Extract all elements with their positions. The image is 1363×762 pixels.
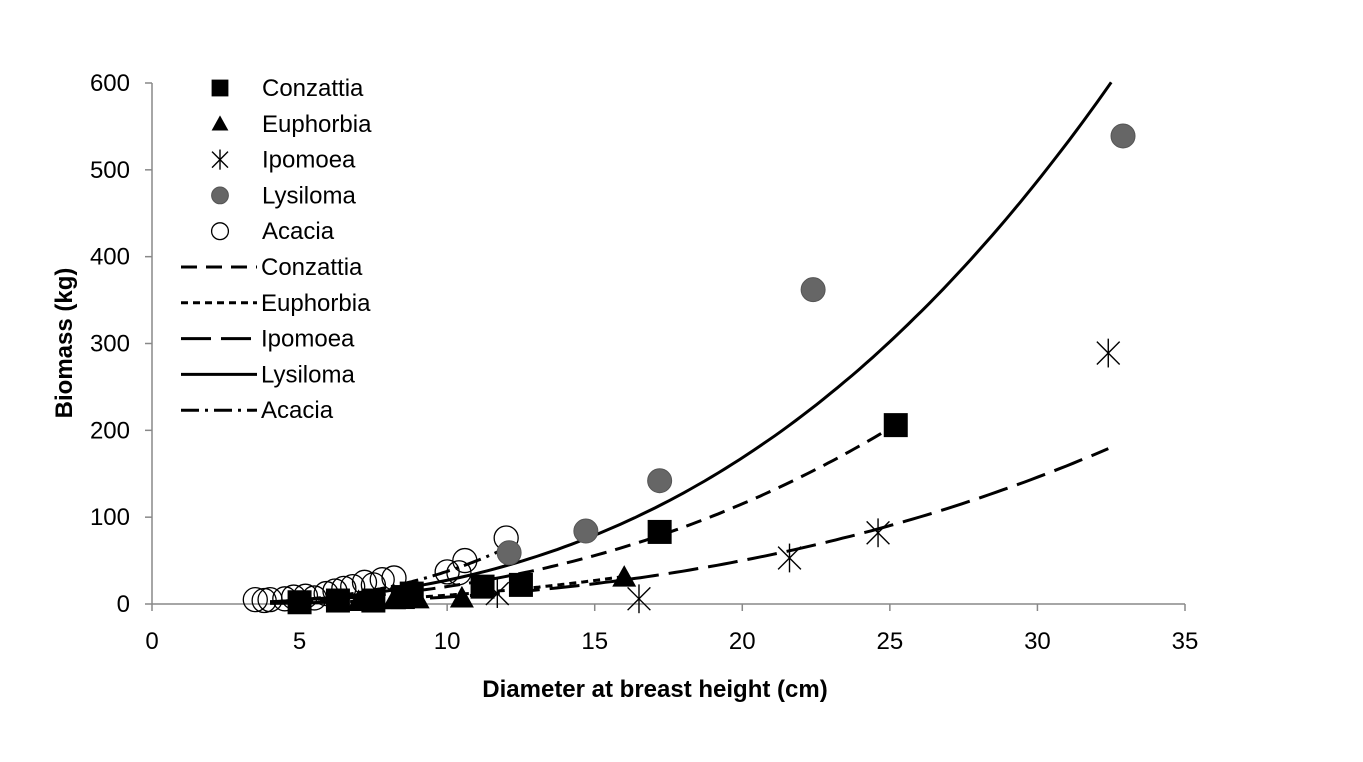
axes: 0 5 10 15 20 25 30 35 0 100 200 300 400 500 600 bbox=[90, 70, 1198, 655]
fit-line-conzattia bbox=[270, 423, 897, 604]
point-acacia bbox=[340, 573, 366, 600]
legend-label: Lysiloma bbox=[262, 182, 356, 209]
point-acacia bbox=[446, 560, 472, 586]
x-tick-label: 30 bbox=[1024, 628, 1051, 655]
point-ipomoea bbox=[627, 584, 651, 614]
x-tick-label: 15 bbox=[581, 628, 608, 655]
x-axis-title: Diameter at breast height (cm) bbox=[482, 676, 827, 703]
point-acacia bbox=[257, 587, 283, 613]
legend-label: Conzattia bbox=[261, 254, 363, 281]
y-tick-label: 200 bbox=[90, 417, 130, 444]
point-ipomoea bbox=[777, 543, 802, 573]
point-conzattia bbox=[361, 588, 386, 613]
legend-label: Ipomoea bbox=[262, 147, 356, 174]
legend-marker-euphorbia bbox=[211, 115, 229, 131]
point-lysiloma bbox=[573, 518, 599, 544]
point-conzattia bbox=[647, 519, 672, 544]
x-tick-label: 5 bbox=[293, 628, 306, 655]
x-tick-label: 25 bbox=[877, 628, 904, 655]
point-lysiloma bbox=[800, 277, 826, 303]
data-points bbox=[242, 123, 1136, 615]
point-conzattia bbox=[470, 574, 495, 599]
y-tick-label: 100 bbox=[90, 504, 130, 531]
point-lysiloma bbox=[1110, 123, 1136, 149]
legend-marker-acacia bbox=[210, 222, 230, 241]
point-conzattia bbox=[325, 588, 350, 613]
x-tick-label: 10 bbox=[434, 628, 461, 655]
legend-label: Euphorbia bbox=[261, 290, 371, 317]
point-euphorbia bbox=[449, 585, 474, 608]
legend-label: Conzattia bbox=[262, 75, 364, 102]
legend-label: Acacia bbox=[261, 397, 334, 424]
x-tick-label: 35 bbox=[1172, 628, 1199, 655]
legend-label: Lysiloma bbox=[261, 361, 355, 388]
point-euphorbia bbox=[612, 565, 637, 587]
x-tick-label: 0 bbox=[145, 628, 158, 655]
point-conzattia bbox=[287, 590, 312, 615]
point-acacia bbox=[452, 547, 478, 574]
y-tick-label: 400 bbox=[90, 244, 130, 271]
point-acacia bbox=[242, 587, 268, 613]
legend-label: Acacia bbox=[262, 218, 335, 245]
legend-marker-ipomoea bbox=[211, 149, 229, 170]
point-conzattia bbox=[508, 572, 533, 597]
point-ipomoea bbox=[866, 518, 890, 548]
y-tick-label: 300 bbox=[90, 331, 130, 358]
legend-marker-lysiloma bbox=[211, 186, 229, 205]
fit-lines bbox=[270, 81, 1113, 605]
point-conzattia bbox=[399, 581, 424, 606]
x-tick-label: 20 bbox=[729, 628, 756, 655]
point-ipomoea bbox=[1096, 338, 1121, 368]
legend-marker-conzattia bbox=[211, 79, 229, 97]
legend-label: Ipomoea bbox=[261, 326, 355, 353]
legend: Conzattia Euphorbia Ipomoea Lysiloma Acacia C… bbox=[181, 75, 372, 424]
point-lysiloma bbox=[496, 540, 522, 566]
point-conzattia bbox=[883, 413, 908, 438]
legend-label: Euphorbia bbox=[262, 111, 372, 138]
y-tick-label: 0 bbox=[117, 591, 130, 618]
y-tick-label: 500 bbox=[90, 157, 130, 184]
y-axis-title: Biomass (kg) bbox=[51, 268, 78, 419]
y-tick-label: 600 bbox=[90, 70, 130, 97]
point-lysiloma bbox=[647, 468, 673, 494]
